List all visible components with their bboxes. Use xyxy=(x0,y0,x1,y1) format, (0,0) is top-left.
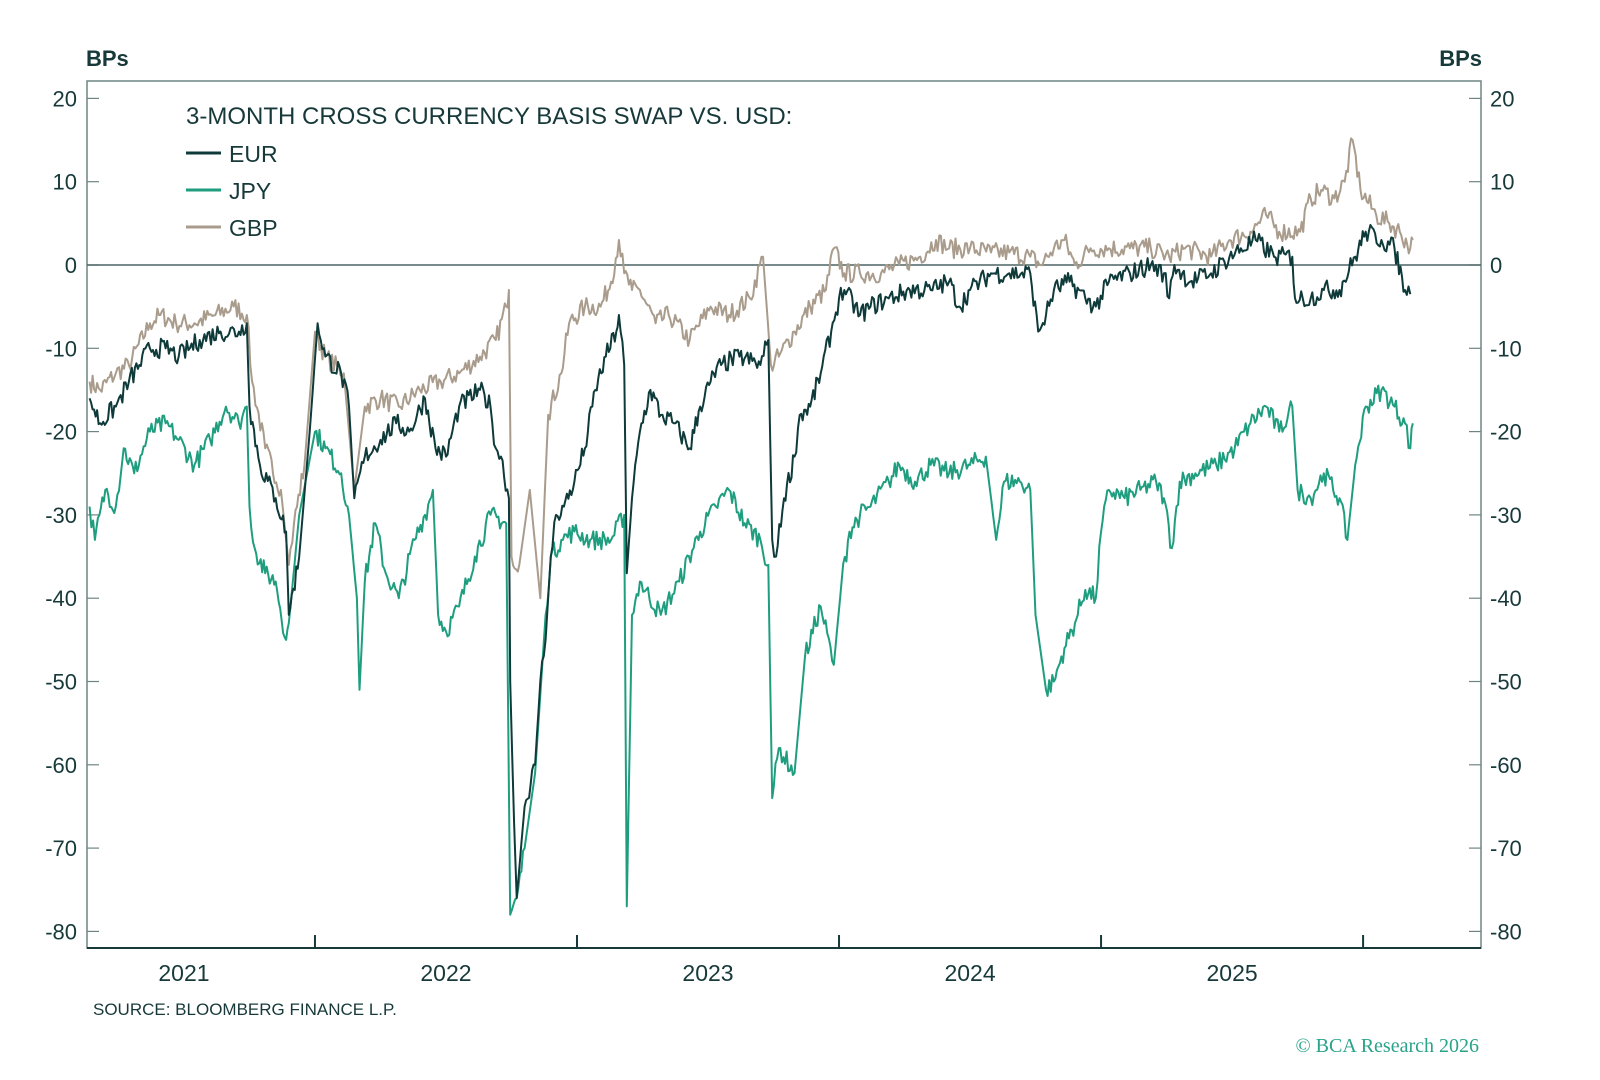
y-tick-label-right: 0 xyxy=(1490,253,1502,278)
y-tick-label-left: 20 xyxy=(53,86,77,111)
y-tick-label-right: -10 xyxy=(1490,336,1522,361)
y-tick-label-left: -70 xyxy=(45,836,77,861)
source-note: SOURCE: BLOOMBERG FINANCE L.P. xyxy=(93,1000,397,1019)
copyright: © BCA Research 2026 xyxy=(1295,1035,1479,1057)
y-tick-label-right: -40 xyxy=(1490,586,1522,611)
x-tick-label: 2021 xyxy=(158,960,209,986)
y-tick-label-right: -80 xyxy=(1490,919,1522,944)
series-line-gbp xyxy=(88,137,1414,600)
y-tick-label-left: -30 xyxy=(45,503,77,528)
y-tick-label-left: -10 xyxy=(45,336,77,361)
y-tick-label-left: 10 xyxy=(53,170,77,195)
y-tick-label-right: -20 xyxy=(1490,420,1522,445)
x-tick-label: 2023 xyxy=(682,960,733,986)
series-line-eur xyxy=(88,224,1412,900)
y-tick-label-left: -50 xyxy=(45,670,77,695)
y-tick-label-left: 0 xyxy=(65,253,77,278)
y-tick-label-right: -70 xyxy=(1490,836,1522,861)
legend-label-gbp: GBP xyxy=(229,215,278,241)
y-tick-label-right: 10 xyxy=(1490,170,1514,195)
legend-label-jpy: JPY xyxy=(229,178,271,204)
y-tick-label-right: -60 xyxy=(1490,753,1522,778)
y-tick-label-left: -40 xyxy=(45,586,77,611)
y-tick-label-right: -30 xyxy=(1490,503,1522,528)
series-line-jpy xyxy=(88,384,1414,916)
legend: EUR JPY GBP xyxy=(186,141,278,241)
chart-title: 3-MONTH CROSS CURRENCY BASIS SWAP VS. US… xyxy=(186,103,792,130)
y-tick-label-right: 20 xyxy=(1490,86,1514,111)
right-axis-unit-label: BPs xyxy=(1439,46,1482,71)
x-tick-label: 2024 xyxy=(944,960,995,986)
y-tick-label-right: -50 xyxy=(1490,670,1522,695)
x-tick-label: 2025 xyxy=(1206,960,1257,986)
left-axis-unit-label: BPs xyxy=(86,46,129,71)
plot-frame xyxy=(86,80,1482,949)
y-tick-label-left: -20 xyxy=(45,420,77,445)
y-tick-label-left: -80 xyxy=(45,919,77,944)
y-tick-label-left: -60 xyxy=(45,753,77,778)
x-tick-label: 2022 xyxy=(420,960,471,986)
legend-label-eur: EUR xyxy=(229,141,278,167)
